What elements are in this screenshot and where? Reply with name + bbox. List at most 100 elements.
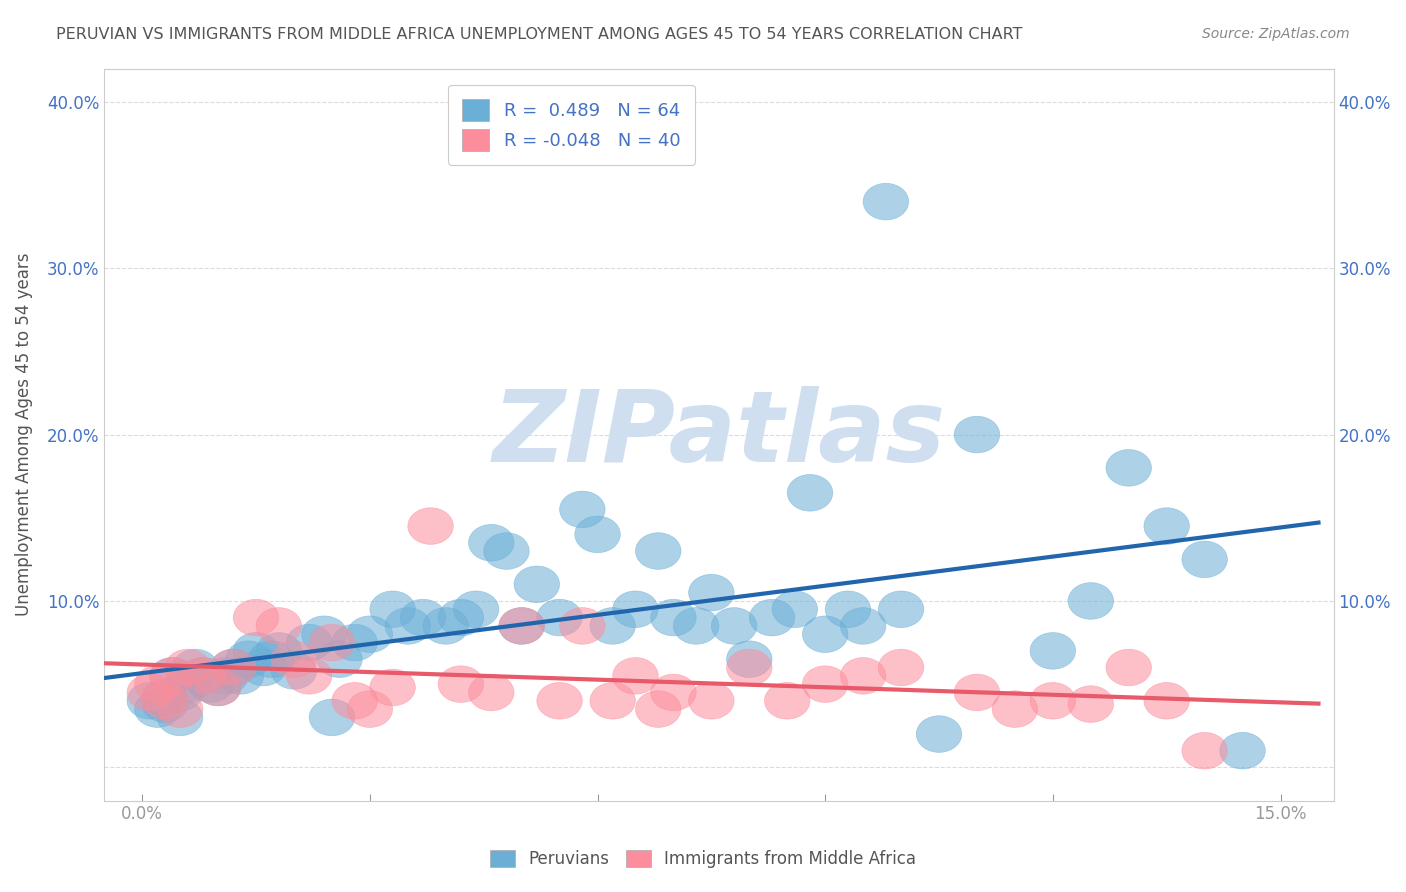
Text: Source: ZipAtlas.com: Source: ZipAtlas.com (1202, 27, 1350, 41)
Ellipse shape (211, 649, 256, 686)
Ellipse shape (1182, 541, 1227, 578)
Ellipse shape (316, 640, 363, 678)
Ellipse shape (249, 640, 294, 678)
Ellipse shape (256, 632, 301, 669)
Ellipse shape (1069, 686, 1114, 723)
Ellipse shape (142, 682, 188, 719)
Ellipse shape (537, 599, 582, 636)
Ellipse shape (993, 690, 1038, 727)
Ellipse shape (841, 657, 886, 694)
Ellipse shape (142, 686, 188, 723)
Ellipse shape (711, 607, 756, 644)
Ellipse shape (727, 649, 772, 686)
Ellipse shape (651, 674, 696, 711)
Ellipse shape (575, 516, 620, 553)
Ellipse shape (825, 591, 870, 628)
Ellipse shape (347, 616, 392, 653)
Ellipse shape (917, 715, 962, 752)
Ellipse shape (560, 607, 605, 644)
Ellipse shape (1144, 508, 1189, 544)
Ellipse shape (332, 682, 377, 719)
Ellipse shape (613, 591, 658, 628)
Ellipse shape (468, 524, 515, 561)
Ellipse shape (1144, 682, 1189, 719)
Ellipse shape (439, 599, 484, 636)
Ellipse shape (157, 674, 202, 711)
Ellipse shape (636, 690, 681, 727)
Ellipse shape (202, 657, 249, 694)
Ellipse shape (1031, 632, 1076, 669)
Ellipse shape (689, 574, 734, 611)
Ellipse shape (127, 674, 173, 711)
Ellipse shape (423, 607, 468, 644)
Ellipse shape (749, 599, 794, 636)
Ellipse shape (301, 616, 347, 653)
Y-axis label: Unemployment Among Ages 45 to 54 years: Unemployment Among Ages 45 to 54 years (15, 252, 32, 616)
Ellipse shape (157, 699, 202, 736)
Ellipse shape (537, 682, 582, 719)
Ellipse shape (287, 657, 332, 694)
Ellipse shape (218, 657, 263, 694)
Ellipse shape (1107, 649, 1152, 686)
Legend: Peruvians, Immigrants from Middle Africa: Peruvians, Immigrants from Middle Africa (484, 843, 922, 875)
Ellipse shape (787, 475, 832, 511)
Legend: R =  0.489   N = 64, R = -0.048   N = 40: R = 0.489 N = 64, R = -0.048 N = 40 (449, 85, 695, 165)
Ellipse shape (195, 669, 240, 706)
Ellipse shape (613, 657, 658, 694)
Text: ZIPatlas: ZIPatlas (492, 386, 945, 483)
Ellipse shape (453, 591, 499, 628)
Ellipse shape (226, 640, 271, 678)
Ellipse shape (256, 607, 301, 644)
Ellipse shape (287, 624, 332, 661)
Ellipse shape (689, 682, 734, 719)
Ellipse shape (188, 665, 233, 703)
Ellipse shape (271, 653, 316, 690)
Ellipse shape (765, 682, 810, 719)
Ellipse shape (651, 599, 696, 636)
Ellipse shape (370, 669, 415, 706)
Ellipse shape (401, 599, 446, 636)
Text: PERUVIAN VS IMMIGRANTS FROM MIDDLE AFRICA UNEMPLOYMENT AMONG AGES 45 TO 54 YEARS: PERUVIAN VS IMMIGRANTS FROM MIDDLE AFRIC… (56, 27, 1022, 42)
Ellipse shape (332, 624, 377, 661)
Ellipse shape (1182, 732, 1227, 769)
Ellipse shape (135, 690, 180, 727)
Ellipse shape (180, 657, 226, 694)
Ellipse shape (165, 665, 211, 703)
Ellipse shape (772, 591, 818, 628)
Ellipse shape (233, 599, 278, 636)
Ellipse shape (673, 607, 718, 644)
Ellipse shape (180, 657, 226, 694)
Ellipse shape (173, 649, 218, 686)
Ellipse shape (135, 665, 180, 703)
Ellipse shape (863, 184, 908, 220)
Ellipse shape (157, 690, 202, 727)
Ellipse shape (515, 566, 560, 603)
Ellipse shape (150, 657, 195, 694)
Ellipse shape (1069, 582, 1114, 619)
Ellipse shape (727, 640, 772, 678)
Ellipse shape (955, 674, 1000, 711)
Ellipse shape (439, 665, 484, 703)
Ellipse shape (142, 679, 188, 715)
Ellipse shape (309, 624, 354, 661)
Ellipse shape (484, 533, 529, 569)
Ellipse shape (195, 669, 240, 706)
Ellipse shape (1031, 682, 1076, 719)
Ellipse shape (211, 649, 256, 686)
Ellipse shape (127, 682, 173, 719)
Ellipse shape (955, 417, 1000, 453)
Ellipse shape (408, 508, 453, 544)
Ellipse shape (309, 699, 354, 736)
Ellipse shape (879, 649, 924, 686)
Ellipse shape (591, 607, 636, 644)
Ellipse shape (1107, 450, 1152, 486)
Ellipse shape (803, 616, 848, 653)
Ellipse shape (499, 607, 544, 644)
Ellipse shape (165, 649, 211, 686)
Ellipse shape (233, 632, 278, 669)
Ellipse shape (271, 640, 316, 678)
Ellipse shape (347, 690, 392, 727)
Ellipse shape (841, 607, 886, 644)
Ellipse shape (879, 591, 924, 628)
Ellipse shape (240, 649, 287, 686)
